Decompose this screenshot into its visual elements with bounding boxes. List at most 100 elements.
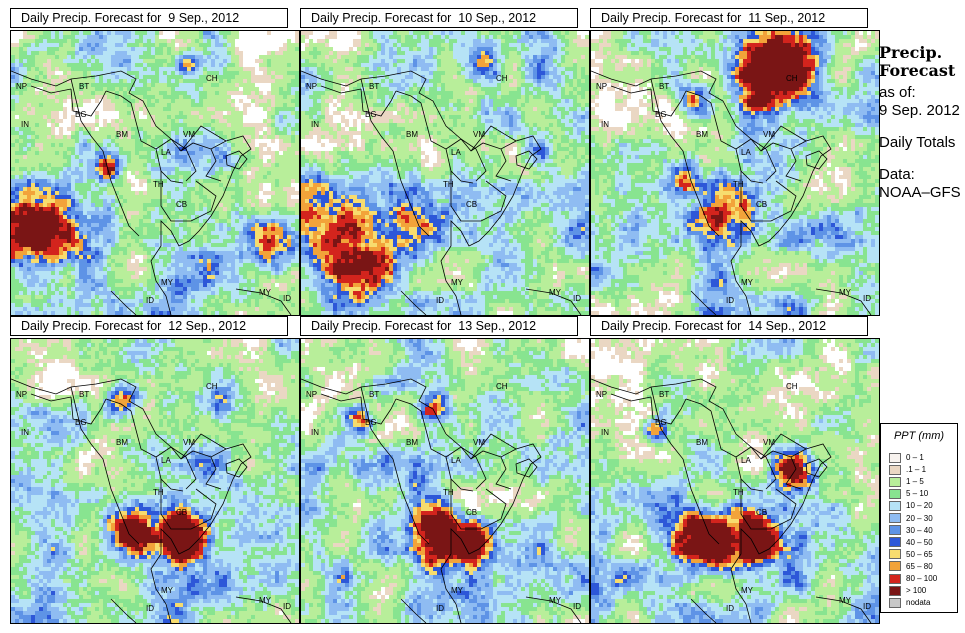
legend-label: 20 – 30 — [906, 514, 933, 523]
country-label-cb: CB — [756, 201, 767, 209]
country-border — [710, 102, 764, 184]
country-border — [470, 433, 517, 460]
forecast-panel-sep-09: Daily Precip. Forecast for 9 Sep., 2012 … — [10, 8, 302, 316]
country-border — [70, 386, 140, 545]
coastline — [591, 70, 832, 315]
country-border — [360, 88, 397, 117]
legend-swatch — [889, 573, 901, 584]
legend-label: 65 – 80 — [906, 562, 933, 571]
country-label-in: IN — [311, 121, 319, 129]
country-border — [470, 125, 517, 152]
country-border — [105, 398, 132, 412]
island-outline — [110, 290, 137, 315]
country-label-bm: BM — [406, 439, 418, 447]
island-outline — [805, 150, 828, 170]
country-label-my: MY — [549, 289, 561, 297]
legend-item: 5 – 10 — [889, 488, 928, 499]
country-label-bg: BG — [365, 419, 377, 427]
country-label-ch: CH — [206, 75, 218, 83]
country-border — [740, 171, 797, 222]
totals-label: Daily Totals — [879, 134, 963, 152]
country-label-np: NP — [596, 83, 607, 91]
country-border — [495, 456, 512, 490]
country-label-np: NP — [306, 83, 317, 91]
country-label-ch: CH — [786, 75, 798, 83]
panel-title: Daily Precip. Forecast for 10 Sep., 2012 — [300, 8, 578, 28]
country-label-bg: BG — [75, 419, 87, 427]
coastline — [11, 378, 252, 623]
legend-label: 5 – 10 — [906, 489, 928, 498]
coastline — [301, 70, 542, 315]
island-outline — [690, 598, 717, 623]
country-label-vm: VM — [473, 439, 485, 447]
country-border — [760, 433, 807, 460]
country-label-my: MY — [839, 289, 851, 297]
country-label-cb: CB — [466, 509, 477, 517]
country-border — [735, 138, 777, 182]
country-border — [360, 386, 430, 545]
legend-swatch — [889, 549, 901, 560]
product-title: Precip. Forecast — [879, 44, 963, 80]
country-label-cb: CB — [176, 201, 187, 209]
country-label-bg: BG — [365, 111, 377, 119]
country-label-in: IN — [601, 429, 609, 437]
legend-swatch — [889, 597, 901, 608]
country-label-my: MY — [259, 289, 271, 297]
country-label-vm: VM — [473, 131, 485, 139]
legend-label: 0 – 1 — [906, 453, 924, 462]
country-border — [650, 396, 687, 425]
legend-label: 40 – 50 — [906, 538, 933, 547]
country-label-la: LA — [161, 149, 171, 157]
legend-item: nodata — [889, 597, 930, 608]
precip-map: NP BT BG IN CH BM VM LA TH CB MY ID MY ID — [590, 30, 880, 316]
country-label-in: IN — [311, 429, 319, 437]
legend-swatch — [889, 488, 901, 499]
forecast-panel-sep-11: Daily Precip. Forecast for 11 Sep., 2012… — [590, 8, 882, 316]
country-label-bt: BT — [659, 83, 669, 91]
country-label-my: MY — [741, 587, 753, 595]
precip-map: NP BT BG IN CH BM VM LA TH CB MY ID MY ID — [300, 30, 590, 316]
country-label-np: NP — [16, 83, 27, 91]
precip-grid — [301, 339, 589, 623]
country-border — [30, 85, 72, 94]
coastline — [591, 378, 832, 623]
legend-label: 50 – 65 — [906, 550, 933, 559]
country-label-in: IN — [601, 121, 609, 129]
country-label-th: TH — [443, 489, 454, 497]
legend-item: 65 – 80 — [889, 561, 933, 572]
island-outline — [400, 598, 427, 623]
country-label-np: NP — [306, 391, 317, 399]
country-label-bg: BG — [655, 419, 667, 427]
legend-swatch — [889, 537, 901, 548]
country-label-np: NP — [16, 391, 27, 399]
island-outline — [515, 458, 538, 478]
island-outline — [815, 288, 872, 315]
country-label-id: ID — [283, 603, 291, 611]
country-label-my: MY — [741, 279, 753, 287]
country-border — [420, 102, 474, 184]
country-label-bt: BT — [659, 391, 669, 399]
country-label-my: MY — [839, 597, 851, 605]
country-label-ch: CH — [206, 383, 218, 391]
country-border — [650, 88, 687, 117]
country-label-ch: CH — [786, 383, 798, 391]
legend-swatch — [889, 561, 901, 572]
as-of-label: as of: — [879, 84, 963, 102]
country-border — [650, 386, 720, 545]
legend-label: .1 – 1 — [906, 465, 926, 474]
country-label-la: LA — [741, 457, 751, 465]
legend-swatch — [889, 500, 901, 511]
country-border — [360, 78, 430, 237]
panel-title: Daily Precip. Forecast for 13 Sep., 2012 — [300, 316, 578, 336]
precip-grid — [301, 31, 589, 315]
country-label-in: IN — [21, 429, 29, 437]
country-border — [760, 125, 807, 152]
country-label-th: TH — [443, 181, 454, 189]
legend-swatch — [889, 464, 901, 475]
country-border — [445, 446, 487, 490]
precip-map: NP BT BG IN CH BM VM LA TH CB MY ID MY ID — [10, 30, 300, 316]
country-border — [205, 456, 222, 490]
legend-item: 0 – 1 — [889, 452, 924, 463]
country-label-ch: CH — [496, 75, 508, 83]
country-border — [130, 410, 184, 492]
